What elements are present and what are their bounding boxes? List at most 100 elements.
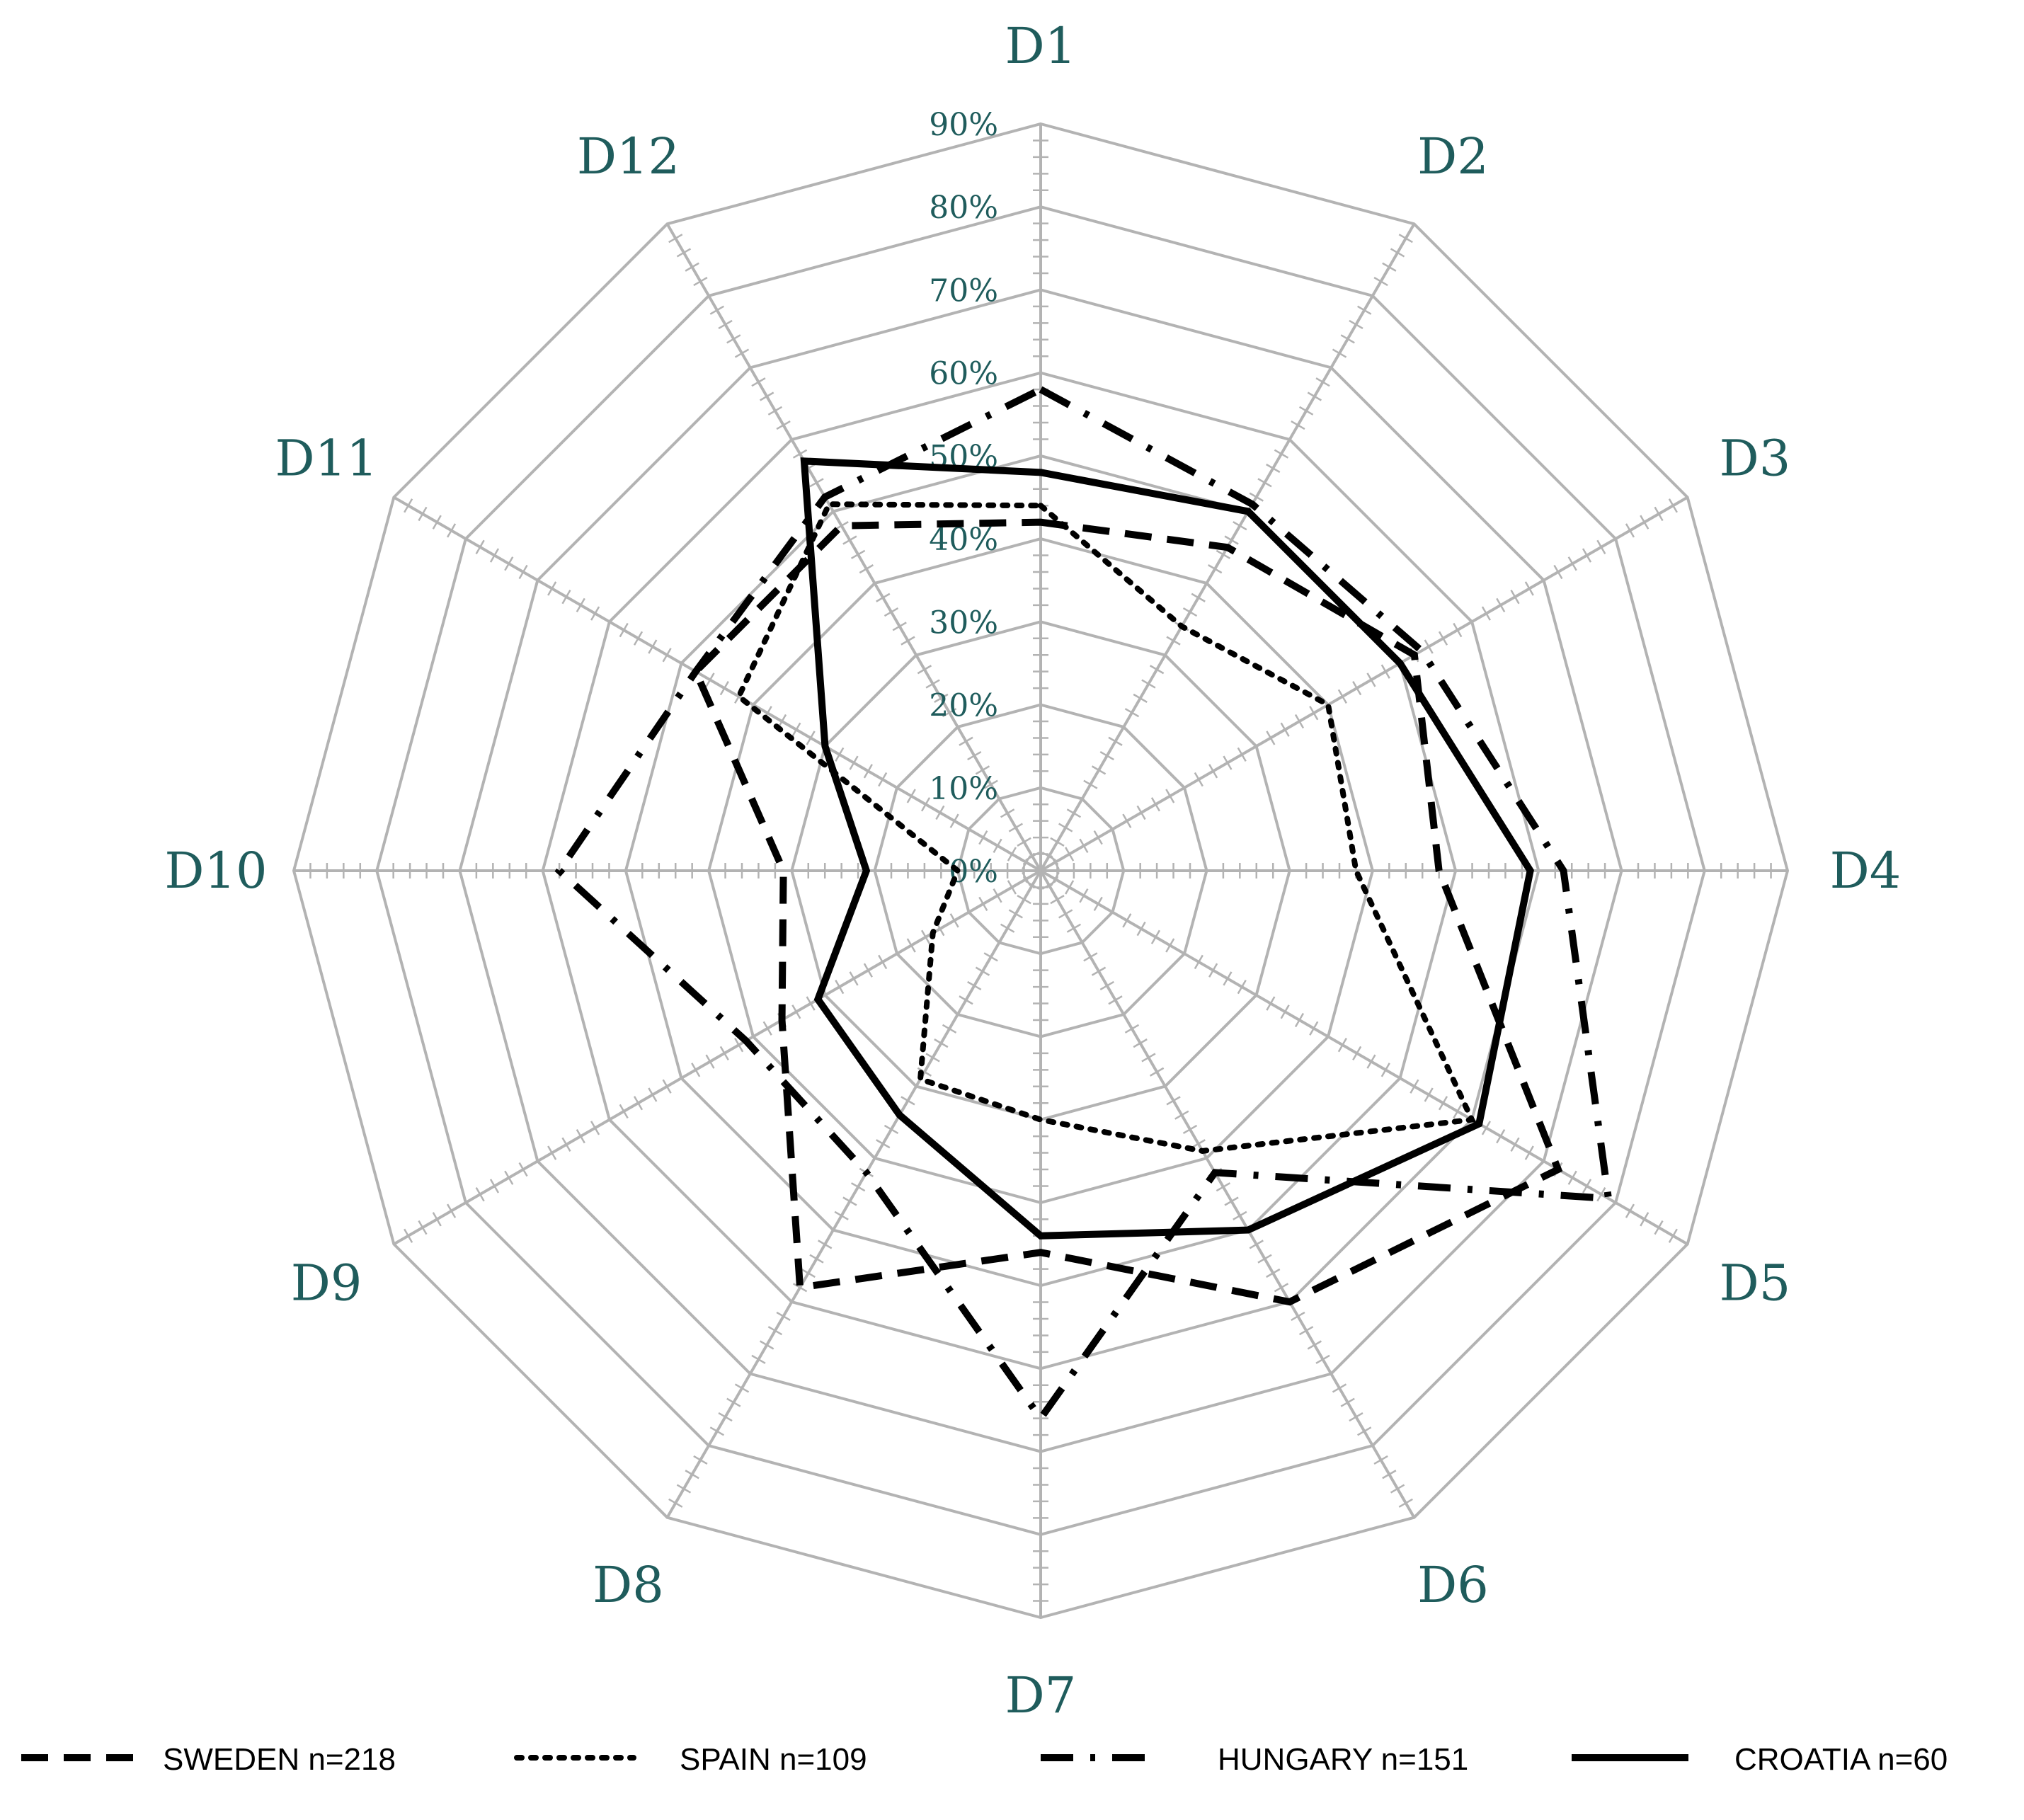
spoke-minor-tick [1191, 593, 1206, 602]
spoke-minor-tick [863, 963, 873, 978]
spoke-minor-tick [1224, 1196, 1239, 1206]
spoke-minor-tick [900, 636, 915, 646]
spoke-minor-tick [1510, 1137, 1520, 1152]
spoke-minor-tick [518, 1162, 528, 1177]
tick-labels: 0%10%20%30%40%50%60%70%80%90% [929, 107, 998, 890]
spoke-minor-tick [1298, 406, 1314, 416]
spoke-minor-tick [709, 305, 724, 315]
spoke-minor-tick [1340, 1397, 1355, 1407]
spoke-minor-tick [1223, 755, 1233, 770]
spoke-minor-tick [1223, 971, 1233, 986]
tick-label-30: 30% [929, 605, 998, 641]
spoke-minor-tick [934, 693, 949, 703]
spoke-minor-tick [648, 1087, 658, 1102]
spoke-minor-tick [561, 1137, 571, 1152]
spoke-minor-tick [1654, 506, 1664, 522]
series-line-croatia [800, 457, 1534, 1240]
spoke-minor-tick [983, 779, 998, 789]
spoke-minor-tick [978, 830, 988, 845]
spoke-D11 [393, 496, 1042, 872]
spoke-minor-tick [792, 1283, 808, 1293]
spoke-minor-tick [719, 680, 729, 696]
spoke-minor-tick [1141, 1053, 1156, 1063]
spoke-minor-tick [1050, 895, 1065, 905]
spoke-minor-tick [1093, 830, 1103, 845]
spoke-minor-tick [1380, 1063, 1390, 1077]
spoke-minor-tick [1000, 808, 1015, 818]
spoke-minor-tick [983, 952, 998, 962]
spoke-minor-tick [920, 929, 931, 944]
legend-label-croatia: CROATIA n=60 [1734, 1742, 1948, 1777]
spoke-minor-tick [685, 1470, 699, 1480]
spoke-minor-tick [504, 556, 514, 571]
spoke-minor-tick [975, 966, 990, 976]
tick-label-20: 20% [929, 688, 998, 724]
spoke-minor-tick [1065, 880, 1075, 895]
spoke-D3 [1039, 496, 1688, 872]
spoke-minor-tick [1567, 1170, 1577, 1185]
spoke-minor-tick [917, 665, 932, 675]
spoke-minor-tick [561, 590, 571, 605]
spoke-minor-tick [863, 764, 873, 779]
spoke-minor-tick [1524, 581, 1534, 596]
spoke-minor-tick [446, 1203, 457, 1218]
spoke-minor-tick [878, 772, 888, 787]
spoke-minor-tick [1124, 708, 1140, 718]
spoke-minor-tick [1208, 564, 1223, 574]
spoke-minor-tick [1237, 979, 1247, 995]
spoke-minor-tick [1410, 1079, 1419, 1094]
spoke-minor-tick [967, 980, 982, 991]
spoke-minor-tick [1332, 348, 1347, 358]
axis-label-D9: D9 [291, 1254, 362, 1312]
spoke-minor-tick [734, 1038, 744, 1053]
spoke-minor-tick [547, 1145, 557, 1160]
axis-label-D2: D2 [1417, 127, 1489, 185]
spoke-minor-tick [850, 1182, 866, 1192]
spoke-minor-tick [842, 535, 857, 545]
spoke-minor-tick [1274, 1283, 1289, 1293]
series-line-spain [735, 501, 1477, 1154]
spoke-minor-tick [1496, 597, 1506, 613]
spoke-minor-tick [1625, 523, 1635, 538]
spoke-minor-tick [489, 1179, 500, 1194]
spoke-minor-tick [1398, 1498, 1413, 1508]
spoke-minor-tick [705, 1054, 715, 1069]
spoke-minor-tick [619, 1104, 629, 1119]
spoke-minor-tick [719, 1046, 729, 1061]
spoke-minor-tick [806, 731, 816, 745]
spoke-minor-tick [685, 262, 699, 272]
spoke-minor-tick [590, 606, 600, 621]
spoke-minor-tick [676, 1484, 692, 1494]
spoke-minor-tick [1216, 549, 1231, 559]
spoke-minor-tick [791, 722, 801, 737]
spoke-minor-tick [662, 1079, 672, 1094]
spoke-minor-tick [1524, 1145, 1534, 1160]
spoke-minor-tick [734, 1383, 750, 1393]
spoke-minor-tick [791, 1005, 801, 1019]
spoke-minor-tick [818, 1240, 833, 1249]
spoke-minor-tick [1133, 693, 1148, 703]
spoke-minor-tick [900, 1096, 915, 1106]
spoke-minor-tick [633, 1096, 644, 1111]
spoke-minor-tick [1640, 1212, 1649, 1227]
spoke-minor-tick [878, 954, 888, 970]
spoke-minor-tick [1065, 847, 1075, 862]
spoke-minor-tick [691, 1063, 701, 1077]
spoke-minor-tick [1237, 747, 1247, 762]
spoke-minor-tick [668, 234, 683, 244]
spoke-minor-tick [693, 276, 708, 287]
spoke-minor-tick [876, 1139, 891, 1149]
spoke-minor-tick [1017, 895, 1031, 905]
spoke-minor-tick [934, 1038, 949, 1048]
spoke-minor-tick [1582, 548, 1592, 563]
spoke-minor-tick [1352, 680, 1362, 696]
spoke-D5 [1039, 869, 1688, 1246]
spoke-minor-tick [1233, 1211, 1247, 1220]
spoke-minor-tick [1280, 1005, 1290, 1019]
spoke-minor-tick [1216, 1182, 1231, 1192]
spoke-minor-tick [734, 348, 750, 358]
spoke-minor-tick [850, 549, 866, 559]
spoke-minor-tick [892, 622, 907, 631]
legend-label-spain: SPAIN n=109 [680, 1742, 867, 1777]
